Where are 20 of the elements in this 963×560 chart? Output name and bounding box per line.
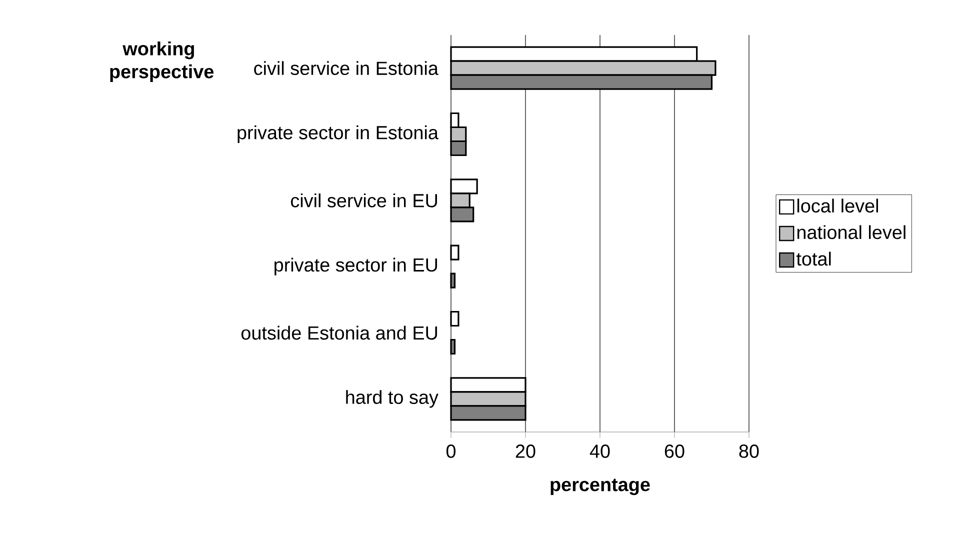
y-tick-label: private sector in EU	[274, 258, 437, 276]
y-tick-label: hard to say	[346, 390, 438, 408]
y-axis-title: working perspective	[110, 42, 214, 82]
y-tick-label: private sector in Estonia	[238, 125, 438, 144]
legend-label: national level	[797, 225, 906, 240]
bar	[450, 338, 456, 355]
bar	[450, 310, 460, 327]
x-tick-label: 80	[739, 444, 759, 458]
x-tick-label: 20	[516, 444, 536, 458]
x-axis-title: percentage	[550, 478, 650, 496]
x-tick-label: 60	[664, 444, 684, 458]
bar	[450, 272, 456, 288]
y-tick-label: outside Estonia and EU	[241, 326, 437, 340]
x-tick-label: 0	[446, 444, 456, 458]
legend-label: total	[796, 252, 831, 266]
y-tick-label: civil service in EU	[290, 193, 437, 208]
y-tick-label: civil service in Estonia	[254, 61, 438, 76]
bar	[450, 244, 460, 260]
x-tick-label: 40	[590, 444, 610, 458]
legend-label: local level	[797, 198, 878, 213]
